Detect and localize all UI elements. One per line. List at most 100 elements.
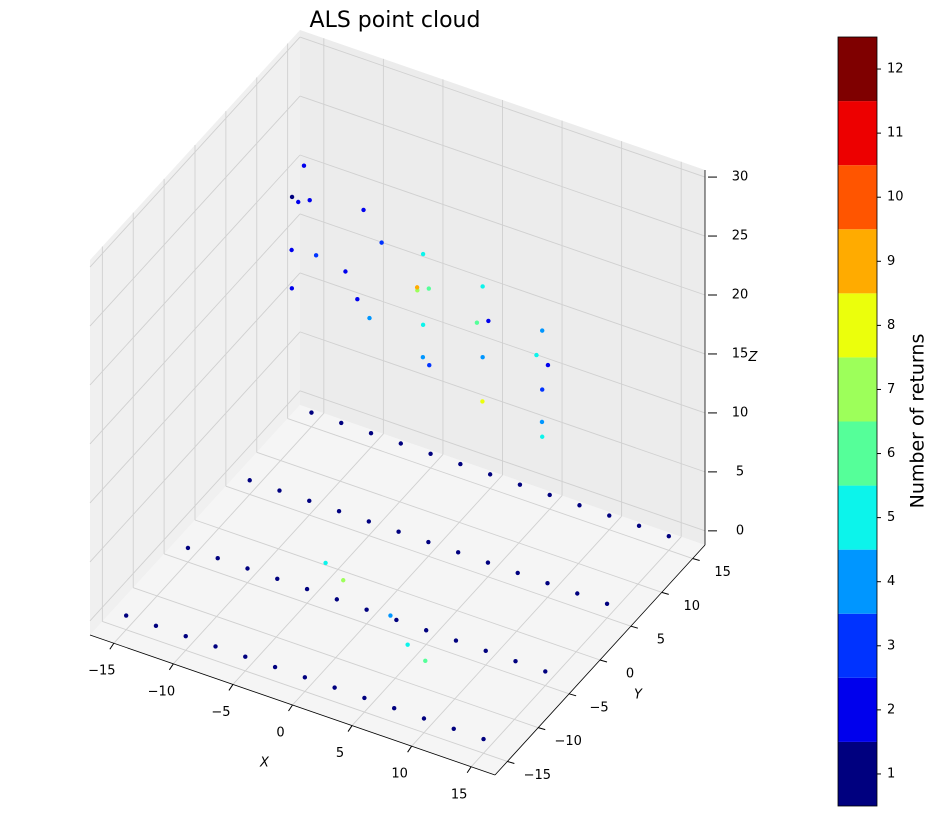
chart-title: ALS point cloud: [310, 8, 481, 33]
point: [481, 736, 486, 742]
z-tick-label: 15: [732, 346, 749, 361]
point: [426, 539, 431, 545]
tick-mark: [466, 766, 472, 774]
point: [636, 523, 642, 529]
z-tick-label: 0: [736, 523, 744, 538]
point: [396, 529, 401, 534]
colorbar-tick-label: 8: [887, 318, 895, 333]
colorbar-tick-label: 2: [887, 702, 895, 717]
point: [545, 362, 551, 368]
grid-line: [89, 213, 301, 445]
point: [277, 488, 282, 493]
grid-line: [89, 272, 301, 504]
point: [423, 658, 428, 664]
x-axis-line: [89, 634, 496, 776]
point: [296, 199, 301, 205]
point: [540, 434, 545, 439]
point: [426, 286, 432, 291]
grid-line: [299, 213, 706, 355]
z-tick-label: 10: [732, 405, 749, 420]
z-axis-label: Z: [748, 350, 759, 365]
point: [517, 482, 523, 487]
colorbar-band: [838, 37, 877, 102]
point: [355, 297, 360, 302]
point: [515, 570, 520, 576]
colorbar-tick-label: 3: [887, 638, 895, 653]
point: [323, 560, 328, 566]
point: [394, 617, 399, 623]
point: [367, 315, 372, 321]
point: [368, 431, 374, 436]
grid-line: [89, 390, 301, 622]
point: [275, 576, 280, 581]
z-tick-label: 30: [732, 170, 749, 185]
point: [534, 352, 539, 358]
grid-line: [299, 154, 706, 296]
colorbar-tick-label: 1: [887, 766, 895, 781]
tick-mark: [692, 558, 700, 562]
point: [289, 286, 295, 291]
grid-line: [102, 621, 508, 762]
y-tick-label: −15: [524, 768, 551, 783]
x-tick-label: −5: [211, 705, 230, 720]
point: [405, 642, 410, 647]
point: [540, 387, 545, 392]
point: [575, 591, 580, 596]
tick-mark: [288, 704, 293, 712]
point: [480, 399, 485, 404]
point: [513, 658, 518, 664]
colorbar-band: [838, 485, 877, 550]
tick-mark: [568, 693, 577, 697]
y-axis-label: Y: [634, 688, 643, 703]
colorbar-band: [838, 357, 877, 422]
y-tick-label: 10: [683, 599, 700, 614]
colorbar-band: [838, 165, 877, 230]
colorbar-band: [838, 741, 877, 806]
grid-line: [299, 272, 706, 414]
colorbar-tick-label: 11: [887, 126, 904, 141]
point: [301, 163, 307, 168]
point: [420, 322, 426, 328]
point: [313, 253, 319, 258]
point: [334, 597, 340, 602]
grid-line: [89, 331, 301, 563]
x-tick-label: 15: [451, 787, 468, 802]
tick-mark: [599, 659, 608, 663]
grid-line: [89, 36, 301, 268]
point: [304, 586, 310, 592]
point: [289, 247, 294, 253]
point: [458, 461, 463, 467]
colorbar-tick-label: 7: [887, 382, 895, 397]
grid-line: [287, 418, 693, 559]
tick-mark: [538, 727, 546, 731]
point: [480, 354, 485, 360]
point: [607, 513, 612, 518]
z-tick-label: 20: [732, 288, 749, 303]
colorbar-tick-label: 12: [887, 62, 904, 77]
point: [123, 613, 129, 618]
z-tick-label: 5: [736, 464, 744, 479]
point: [398, 441, 404, 446]
colorbar-band: [838, 293, 877, 358]
y-tick-label: −10: [555, 734, 582, 749]
point: [423, 628, 429, 633]
point: [485, 560, 491, 565]
point: [361, 207, 366, 213]
x-tick-label: −10: [148, 684, 175, 699]
y-tick-label: 15: [714, 565, 731, 580]
point: [272, 664, 278, 670]
point: [289, 194, 295, 200]
colorbar-label: Number of returns: [907, 334, 929, 509]
point: [183, 633, 188, 639]
point: [332, 685, 337, 690]
grid-line: [163, 553, 570, 695]
point: [487, 472, 493, 477]
point: [474, 320, 480, 325]
colorbar-tick-label: 10: [887, 190, 904, 205]
colorbar-band: [838, 229, 877, 294]
grid-line: [89, 95, 301, 327]
point: [453, 638, 459, 643]
point: [414, 285, 420, 290]
point: [307, 498, 312, 504]
point: [341, 578, 346, 583]
